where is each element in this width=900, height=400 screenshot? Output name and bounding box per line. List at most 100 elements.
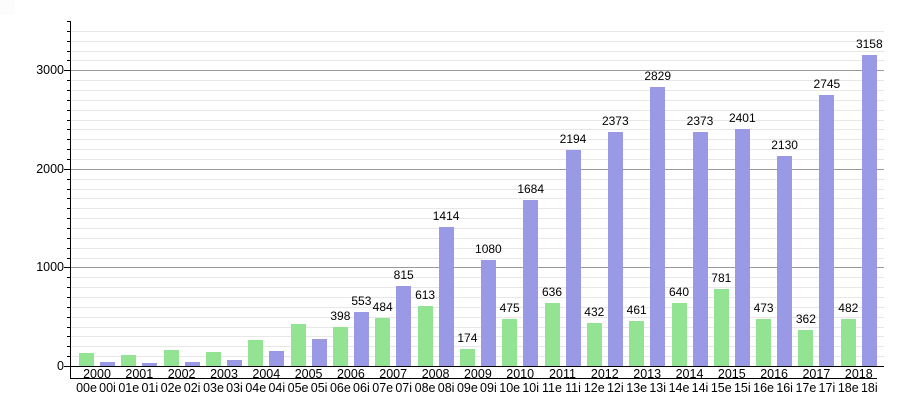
y-axis-line xyxy=(70,21,71,379)
bar-value-label: 484 xyxy=(372,300,393,315)
gridline-minor xyxy=(71,50,884,52)
y-tick xyxy=(67,218,70,220)
bar-00e xyxy=(79,352,94,366)
y-tick xyxy=(67,316,70,318)
x-bar-label: 01i xyxy=(141,381,159,395)
bar-15i xyxy=(734,129,750,366)
x-year-label: 2003 xyxy=(210,367,238,381)
x-year-label: 2017 xyxy=(802,367,831,381)
x-bar-label: 06e xyxy=(329,381,351,395)
bar-value-label: 2373 xyxy=(686,114,714,129)
gridline-minor xyxy=(71,208,884,210)
x-bar-label: 09i xyxy=(480,381,497,395)
x-bar-label: 10e xyxy=(499,381,521,395)
bar-12e xyxy=(586,323,602,366)
bar-09i xyxy=(480,259,496,366)
bar-05e xyxy=(290,324,306,366)
x-bar-label: 10i xyxy=(522,381,540,395)
x-bar-label: 08e xyxy=(414,381,436,395)
gridline-minor xyxy=(71,149,884,151)
y-tick xyxy=(64,267,70,269)
bar-02e xyxy=(163,350,179,366)
y-tick xyxy=(67,356,70,358)
x-bar-label: 00e xyxy=(76,381,97,395)
y-tick xyxy=(67,80,70,82)
bar-15e xyxy=(713,289,729,366)
bar-14i xyxy=(692,132,708,366)
bar-16e xyxy=(756,319,772,366)
bar-04i xyxy=(269,351,285,366)
x-bar-label: 05e xyxy=(287,381,309,395)
gridline-major xyxy=(71,70,884,72)
bar-06e xyxy=(332,326,348,366)
x-bar-label: 04i xyxy=(268,381,286,395)
gridline-minor xyxy=(71,30,884,32)
gridline-minor xyxy=(71,297,884,298)
bar-value-label: 2401 xyxy=(728,111,756,126)
gridline-minor xyxy=(71,346,884,348)
x-year-label: 2000 xyxy=(83,367,111,381)
y-tick xyxy=(64,70,70,72)
bar-02i xyxy=(184,361,200,366)
gridline-minor xyxy=(71,178,884,180)
y-tick xyxy=(67,346,70,348)
gridline-minor xyxy=(71,109,884,111)
bar-13i xyxy=(650,87,666,366)
x-year-label: 2005 xyxy=(294,367,323,381)
bar-value-label: 362 xyxy=(795,312,816,327)
gridline-minor xyxy=(71,316,884,318)
x-bar-label: 09e xyxy=(456,381,478,395)
bar-value-label: 174 xyxy=(457,330,478,345)
x-sublabel-separator-line xyxy=(70,378,877,379)
bar-16i xyxy=(777,156,793,366)
bar-value-label: 398 xyxy=(330,308,351,323)
x-bar-label: 11i xyxy=(565,381,581,395)
bar-08e xyxy=(417,305,433,366)
x-bar-label: 13e xyxy=(626,381,648,395)
y-tick xyxy=(67,50,70,52)
y-tick xyxy=(67,40,70,42)
x-bar-label: 03i xyxy=(226,381,243,395)
x-year-label: 2002 xyxy=(167,367,196,381)
y-tick xyxy=(67,109,70,111)
y-tick xyxy=(67,159,70,160)
y-tick xyxy=(67,287,70,289)
y-tick xyxy=(67,336,70,338)
x-bar-label: 17e xyxy=(795,381,817,395)
gridline-minor xyxy=(71,287,884,289)
gridline-major xyxy=(71,168,884,170)
y-tick xyxy=(67,119,70,121)
x-year-label: 2010 xyxy=(506,367,535,381)
bar-03i xyxy=(227,360,242,366)
x-bar-label: 08i xyxy=(437,381,455,395)
y-tick-label: 0 xyxy=(57,359,64,373)
bar-value-label: 3158 xyxy=(855,36,883,51)
x-bar-label: 14e xyxy=(668,381,690,395)
bar-value-label: 2829 xyxy=(644,69,672,84)
bar-value-label: 781 xyxy=(711,271,732,285)
gridline-minor xyxy=(71,306,884,308)
gridline-major xyxy=(71,267,884,269)
gridline-minor xyxy=(71,198,884,200)
bar-value-label: 815 xyxy=(393,267,414,282)
gridline-minor xyxy=(71,80,884,82)
x-bar-label: 16i xyxy=(776,381,793,395)
gridline-minor xyxy=(71,60,884,62)
x-year-label: 2009 xyxy=(463,367,492,381)
bar-value-label: 2373 xyxy=(601,114,629,129)
x-bar-label: 05i xyxy=(310,381,328,395)
bar-01e xyxy=(121,354,137,366)
y-tick xyxy=(67,90,70,91)
bar-value-label: 461 xyxy=(626,302,647,317)
x-bar-label: 01e xyxy=(118,381,140,395)
gridline-minor xyxy=(71,188,884,190)
bar-value-label: 553 xyxy=(351,293,372,308)
gridline-minor xyxy=(71,218,884,220)
y-tick xyxy=(67,237,70,239)
y-tick xyxy=(67,178,70,180)
gridline-minor xyxy=(71,228,884,229)
x-bar-label: 12e xyxy=(583,381,605,395)
bar-value-label: 2194 xyxy=(559,131,587,146)
gridline-minor xyxy=(71,129,884,131)
gridline-minor xyxy=(71,90,884,91)
